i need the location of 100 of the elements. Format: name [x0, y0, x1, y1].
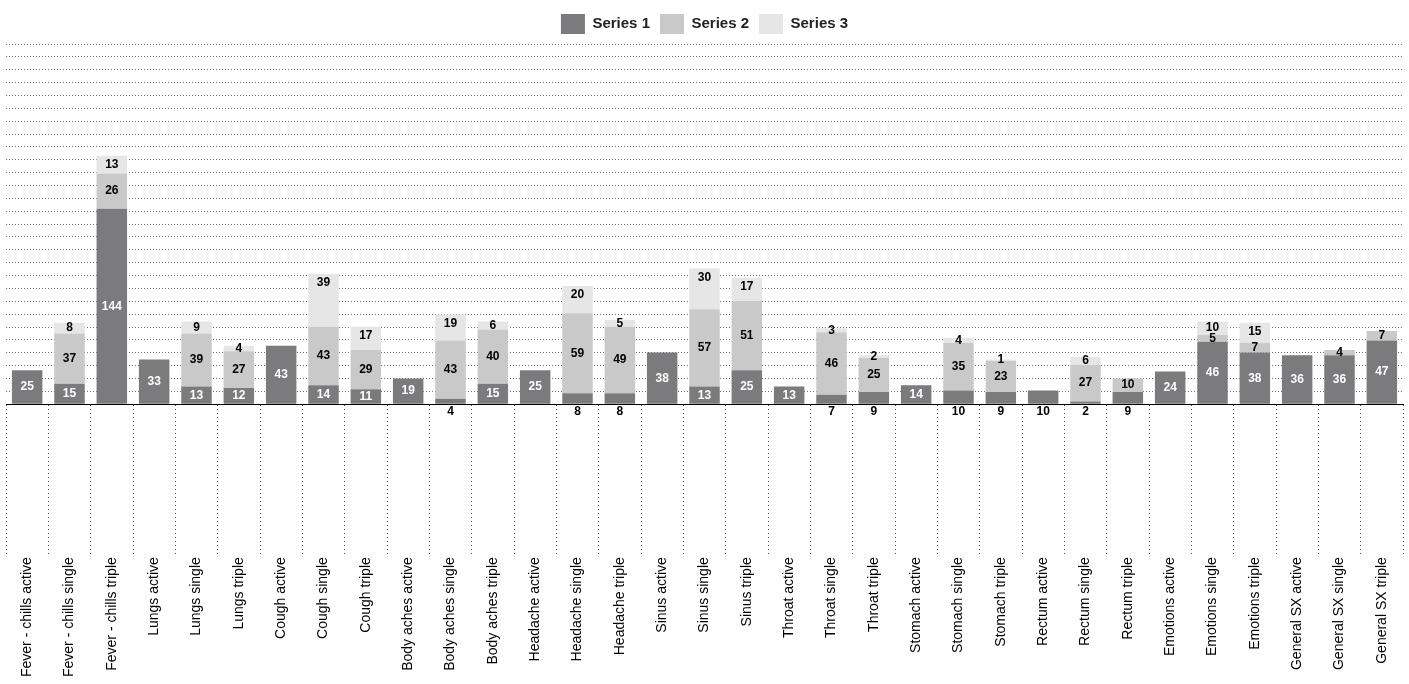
- data-label: 33: [147, 373, 162, 388]
- data-label: 29: [359, 361, 373, 376]
- data-label: 4: [235, 340, 243, 355]
- data-label: 25: [20, 379, 35, 394]
- bar: [435, 340, 466, 399]
- data-label: 8: [66, 320, 74, 335]
- data-label: 38: [1248, 370, 1262, 385]
- data-label: 15: [486, 386, 500, 401]
- data-label: 13: [697, 387, 712, 402]
- x-tick-label: Body aches single: [441, 556, 458, 671]
- x-tick-label: Fever - chills triple: [102, 556, 119, 671]
- x-tick-label: Sinus triple: [737, 556, 754, 627]
- bar: [604, 393, 636, 404]
- data-label: 2: [1082, 404, 1090, 419]
- x-tick-label: Sinus single: [695, 556, 712, 633]
- data-label: 8: [616, 404, 624, 419]
- x-tick-label: Throat single: [822, 556, 839, 639]
- data-label: 8: [574, 404, 582, 419]
- data-label: 37: [62, 351, 77, 366]
- bar: [477, 329, 509, 384]
- x-tick-label: Headache triple: [610, 556, 627, 656]
- x-tick-label: Throat active: [780, 556, 797, 639]
- bar: [54, 333, 85, 384]
- data-label: 11: [359, 388, 373, 403]
- bar: [308, 273, 339, 327]
- data-label: 19: [401, 383, 416, 398]
- bar: [96, 208, 128, 404]
- bar: [1239, 352, 1271, 404]
- data-label: 39: [316, 275, 331, 290]
- bar: [138, 359, 170, 404]
- data-label: 2: [870, 348, 878, 363]
- bar: [392, 378, 424, 404]
- data-label: 10: [951, 404, 966, 419]
- x-tick-label: Emotions triple: [1245, 556, 1262, 650]
- data-label: 26: [105, 183, 119, 198]
- bar: [731, 301, 763, 371]
- data-label: 25: [867, 367, 881, 382]
- bar: [689, 309, 720, 387]
- data-label: 9: [1124, 404, 1132, 419]
- data-label: 38: [655, 370, 670, 385]
- bar: [477, 321, 509, 330]
- data-label: 7: [1378, 327, 1386, 342]
- data-label: 4: [955, 332, 963, 347]
- x-tick-label: Body aches active: [399, 556, 416, 671]
- data-label: 25: [528, 379, 543, 394]
- data-label: 43: [443, 361, 458, 376]
- data-label: 24: [1163, 380, 1178, 395]
- bar: [1112, 391, 1144, 404]
- data-label: 23: [994, 368, 1008, 383]
- bar: [1324, 355, 1355, 404]
- data-label: 46: [824, 355, 839, 370]
- data-label: 36: [1332, 371, 1347, 386]
- x-tick-label: Lungs single: [187, 556, 204, 636]
- data-label: 13: [105, 156, 119, 171]
- data-label: 4: [1336, 344, 1344, 359]
- legend-label: Series 3: [790, 14, 849, 32]
- x-tick-label: Throat triple: [864, 556, 881, 632]
- bar: [731, 370, 763, 404]
- x-tick-label: Rectum active: [1034, 556, 1051, 646]
- x-tick-label: Cough triple: [356, 556, 373, 633]
- data-label: 6: [1082, 353, 1090, 368]
- data-label: 17: [359, 328, 373, 343]
- data-label: 14: [909, 386, 924, 401]
- data-label: 144: [101, 298, 123, 313]
- data-label: 25: [740, 379, 754, 394]
- data-label: 43: [316, 348, 331, 363]
- data-label: 57: [697, 340, 712, 355]
- bar: [435, 398, 466, 404]
- bar: [1366, 340, 1398, 404]
- bar: [943, 343, 974, 391]
- bar: [689, 268, 720, 310]
- x-tick-label: Rectum single: [1076, 556, 1093, 646]
- bar: [943, 390, 974, 404]
- data-label: 7: [828, 404, 836, 419]
- x-tick-label: Stomach active: [907, 556, 924, 653]
- bar: [223, 351, 255, 388]
- bar: [816, 332, 847, 395]
- data-label: 15: [62, 386, 77, 401]
- data-label: 51: [740, 327, 754, 342]
- data-label: 9: [870, 404, 878, 419]
- x-tick-label: Cough single: [314, 556, 331, 639]
- x-tick-label: Stomach triple: [991, 556, 1008, 647]
- legend-label: Series 2: [691, 14, 750, 32]
- bar: [646, 352, 678, 404]
- data-label: 46: [1205, 365, 1220, 380]
- data-label: 15: [1248, 324, 1262, 339]
- bar: [562, 393, 593, 404]
- data-label: 13: [782, 387, 797, 402]
- data-label: 7: [1251, 340, 1259, 355]
- data-label: 49: [613, 352, 627, 367]
- bar: [816, 394, 847, 404]
- data-label: 35: [951, 359, 966, 374]
- x-tick-label: Fever - chills active: [18, 556, 35, 677]
- x-tick-label: Cough active: [272, 556, 289, 639]
- data-label: 19: [443, 315, 458, 330]
- data-label: 20: [570, 287, 585, 302]
- bar: [1281, 355, 1313, 404]
- data-label: 9: [193, 319, 201, 334]
- data-label: 10: [1036, 404, 1051, 419]
- bar: [11, 370, 43, 404]
